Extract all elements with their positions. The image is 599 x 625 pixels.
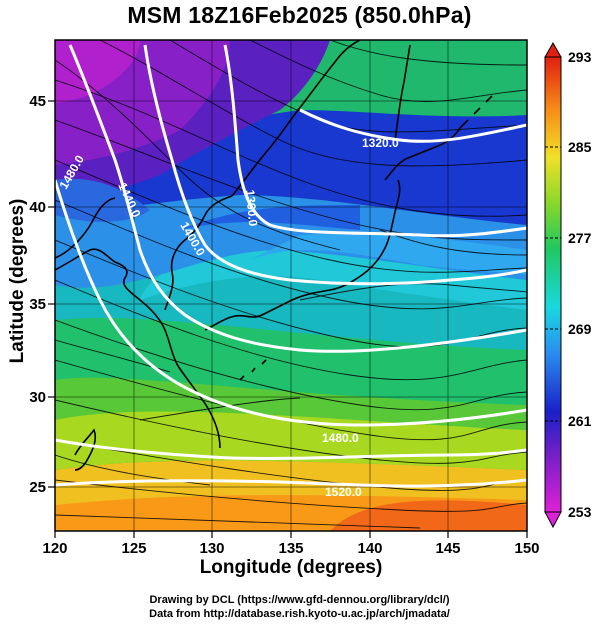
colorbar-tick-label: 285 — [568, 139, 592, 155]
colorbar-tick-label: 269 — [568, 321, 592, 337]
axis-ticks — [48, 100, 528, 538]
coastlines — [55, 40, 493, 471]
y-axis-label: Latitude (degrees) — [7, 198, 28, 364]
height-contours — [55, 44, 527, 488]
contour-label: 1480.0 — [322, 431, 359, 445]
colorbar-tick-label: 253 — [568, 504, 592, 520]
contour-label: 1320.0 — [362, 136, 399, 150]
x-axis-label: Longitude (degrees) — [199, 557, 383, 578]
x-tick-label: 150 — [514, 540, 539, 557]
y-tick-label: 40 — [29, 199, 46, 216]
contour-label: 1520.0 — [325, 485, 362, 499]
map-title: MSM 18Z16Feb2025 (850.0hPa) — [127, 2, 472, 28]
y-tick-label: 45 — [29, 93, 46, 110]
credits-data-source: Data from http://database.rish.kyoto-u.a… — [149, 608, 450, 620]
colorbar-tick-label: 277 — [568, 230, 592, 246]
x-tick-label: 145 — [435, 540, 460, 557]
x-tick-label: 120 — [42, 540, 67, 557]
x-tick-label: 140 — [357, 540, 382, 557]
x-tick-label: 130 — [199, 540, 224, 557]
colorbar-max-triangle — [544, 41, 562, 58]
x-tick-label: 135 — [278, 540, 303, 557]
colorbar-min-triangle — [544, 511, 562, 529]
credits-drawing: Drawing by DCL (https://www.gfd-dennou.o… — [149, 594, 450, 606]
y-tick-label: 25 — [29, 479, 46, 496]
y-tick-labels: 25 30 35 40 45 — [29, 93, 46, 496]
x-tick-labels: 120 125 130 135 140 145 150 — [42, 540, 539, 557]
contour-label: 1360.0 — [243, 189, 260, 227]
map-grid — [55, 40, 527, 531]
x-tick-label: 125 — [121, 540, 146, 557]
colorbar-tick-label: 261 — [568, 413, 592, 429]
y-tick-label: 35 — [29, 296, 46, 313]
colorbar: 293 285 277 269 261 253 — [544, 41, 592, 529]
y-tick-label: 30 — [29, 389, 46, 406]
colorbar-tick-label: 293 — [568, 49, 592, 65]
